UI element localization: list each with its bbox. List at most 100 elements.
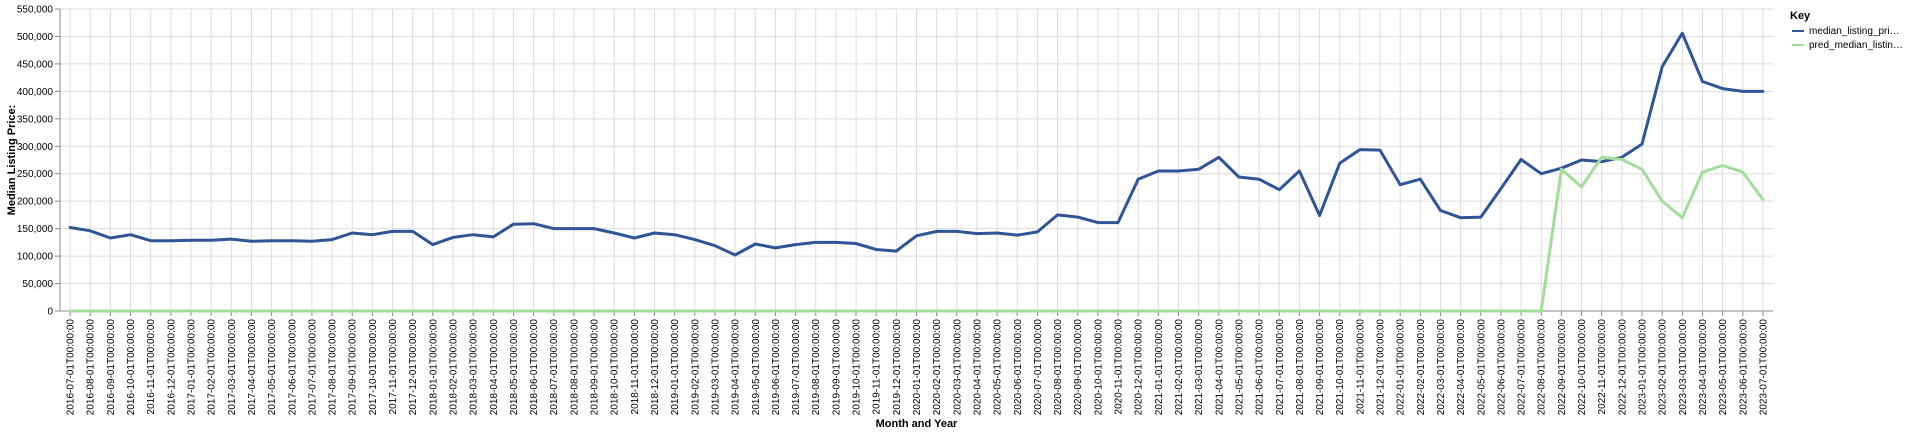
x-tick-label: 2018-09-01T00:00:00	[590, 319, 601, 416]
x-axis-title: Month and Year	[876, 418, 958, 430]
x-tick-label: 2022-09-01T00:00:00	[1557, 319, 1568, 416]
x-tick-label: 2017-09-01T00:00:00	[348, 319, 359, 416]
x-tick-label: 2018-03-01T00:00:00	[469, 319, 480, 416]
x-tick-label: 2018-01-01T00:00:00	[428, 319, 439, 416]
legend-items: median_listing_pri… pred_median_listin…	[1792, 26, 1903, 51]
x-tick-label: 2020-01-01T00:00:00	[912, 319, 923, 416]
y-tick-label: 250,000	[17, 169, 54, 180]
x-tick-label: 2019-12-01T00:00:00	[892, 319, 903, 416]
x-axis-ticks: 2016-07-01T00:00:00 2016-08-01T00:00:00 20…	[66, 311, 1769, 416]
x-tick-label: 2020-10-01T00:00:00	[1093, 319, 1104, 416]
x-tick-label: 2016-07-01T00:00:00	[66, 319, 77, 416]
legend-label: median_listing_pri…	[1809, 26, 1900, 37]
x-tick-label: 2020-06-01T00:00:00	[1013, 319, 1024, 416]
series-layer	[68, 31, 1765, 313]
x-tick-label: 2022-10-01T00:00:00	[1577, 319, 1588, 416]
y-tick-label: 100,000	[17, 252, 54, 263]
x-tick-label: 2016-10-01T00:00:00	[126, 319, 137, 416]
x-tick-label: 2016-08-01T00:00:00	[86, 319, 97, 416]
x-tick-label: 2017-08-01T00:00:00	[328, 319, 339, 416]
y-tick-label: 150,000	[17, 224, 54, 235]
x-tick-label: 2018-06-01T00:00:00	[529, 319, 540, 416]
y-axis-title: Median Listing Price:	[6, 105, 18, 216]
legend-title: Key	[1790, 10, 1811, 22]
x-tick-label: 2023-03-01T00:00:00	[1678, 319, 1689, 416]
y-tick-label: 200,000	[17, 197, 54, 208]
legend: Key median_listing_pri… pred_median_listi…	[1790, 10, 1903, 51]
x-tick-label: 2022-07-01T00:00:00	[1517, 319, 1528, 416]
x-tick-label: 2018-11-01T00:00:00	[630, 319, 641, 415]
x-tick-label: 2019-06-01T00:00:00	[771, 319, 782, 416]
x-tick-label: 2017-01-01T00:00:00	[186, 319, 197, 416]
series-line-0	[68, 31, 1765, 257]
x-tick-label: 2022-11-01T00:00:00	[1597, 319, 1608, 415]
x-tick-label: 2017-04-01T00:00:00	[247, 319, 258, 416]
y-tick-label: 50,000	[22, 279, 53, 290]
x-tick-label: 2021-04-01T00:00:00	[1214, 319, 1225, 416]
x-tick-label: 2017-12-01T00:00:00	[408, 319, 419, 416]
x-tick-label: 2019-10-01T00:00:00	[852, 319, 863, 416]
x-tick-label: 2017-11-01T00:00:00	[388, 319, 399, 415]
x-tick-label: 2022-12-01T00:00:00	[1617, 319, 1628, 416]
x-tick-label: 2022-03-01T00:00:00	[1436, 319, 1447, 416]
x-tick-label: 2019-03-01T00:00:00	[710, 319, 721, 416]
x-tick-label: 2022-08-01T00:00:00	[1537, 319, 1548, 416]
x-tick-label: 2020-05-01T00:00:00	[993, 319, 1004, 416]
x-tick-label: 2019-01-01T00:00:00	[670, 319, 681, 416]
x-tick-label: 2021-05-01T00:00:00	[1234, 319, 1245, 416]
x-tick-label: 2022-01-01T00:00:00	[1396, 319, 1407, 416]
x-tick-label: 2021-10-01T00:00:00	[1335, 319, 1346, 416]
x-tick-label: 2023-01-01T00:00:00	[1638, 319, 1649, 416]
x-tick-label: 2018-10-01T00:00:00	[610, 319, 621, 416]
legend-label: pred_median_listin…	[1809, 40, 1903, 51]
x-tick-label: 2018-05-01T00:00:00	[509, 319, 520, 416]
x-tick-label: 2019-02-01T00:00:00	[690, 319, 701, 416]
y-tick-label: 400,000	[17, 87, 54, 98]
x-tick-label: 2022-02-01T00:00:00	[1416, 319, 1427, 416]
x-tick-label: 2017-06-01T00:00:00	[287, 319, 298, 416]
y-tick-label: 350,000	[17, 114, 54, 125]
x-tick-label: 2023-07-01T00:00:00	[1758, 319, 1769, 416]
x-tick-label: 2023-06-01T00:00:00	[1738, 319, 1749, 416]
x-tick-label: 2021-03-01T00:00:00	[1194, 319, 1205, 416]
x-tick-label: 2022-04-01T00:00:00	[1456, 319, 1467, 416]
x-tick-label: 2021-08-01T00:00:00	[1295, 319, 1306, 416]
x-tick-label: 2018-02-01T00:00:00	[448, 319, 459, 416]
y-tick-label: 450,000	[17, 59, 54, 70]
series-line-1	[68, 155, 1765, 313]
x-tick-label: 2023-05-01T00:00:00	[1718, 319, 1729, 416]
grid-lines	[60, 8, 1773, 312]
x-tick-label: 2018-07-01T00:00:00	[549, 319, 560, 416]
x-tick-label: 2023-02-01T00:00:00	[1658, 319, 1669, 416]
x-tick-label: 2018-12-01T00:00:00	[650, 319, 661, 416]
y-tick-label: 0	[47, 307, 53, 318]
x-tick-label: 2021-01-01T00:00:00	[1154, 319, 1165, 416]
x-tick-label: 2020-02-01T00:00:00	[932, 319, 943, 416]
x-tick-label: 2017-10-01T00:00:00	[368, 319, 379, 416]
x-tick-label: 2017-03-01T00:00:00	[227, 319, 238, 416]
x-tick-label: 2021-02-01T00:00:00	[1174, 319, 1185, 416]
y-tick-label: 300,000	[17, 142, 54, 153]
x-tick-label: 2019-11-01T00:00:00	[872, 319, 883, 415]
x-tick-label: 2017-02-01T00:00:00	[207, 319, 218, 416]
x-tick-label: 2021-09-01T00:00:00	[1315, 319, 1326, 416]
x-tick-label: 2018-04-01T00:00:00	[489, 319, 500, 416]
x-tick-label: 2016-11-01T00:00:00	[146, 319, 157, 415]
x-tick-label: 2020-04-01T00:00:00	[972, 319, 983, 416]
x-tick-label: 2022-05-01T00:00:00	[1476, 319, 1487, 416]
x-tick-label: 2020-12-01T00:00:00	[1134, 319, 1145, 416]
x-tick-label: 2019-05-01T00:00:00	[751, 319, 762, 416]
x-tick-label: 2019-04-01T00:00:00	[731, 319, 742, 416]
x-tick-label: 2016-09-01T00:00:00	[106, 319, 117, 416]
x-tick-label: 2019-08-01T00:00:00	[811, 319, 822, 416]
x-tick-label: 2022-06-01T00:00:00	[1496, 319, 1507, 416]
x-tick-label: 2023-04-01T00:00:00	[1698, 319, 1709, 416]
y-tick-label: 550,000	[17, 5, 54, 16]
x-tick-label: 2021-07-01T00:00:00	[1275, 319, 1286, 416]
x-tick-label: 2018-08-01T00:00:00	[569, 319, 580, 416]
x-tick-label: 2020-03-01T00:00:00	[952, 319, 963, 416]
x-tick-label: 2020-09-01T00:00:00	[1073, 319, 1084, 416]
x-tick-label: 2021-11-01T00:00:00	[1355, 319, 1366, 415]
x-tick-label: 2017-07-01T00:00:00	[307, 319, 318, 416]
